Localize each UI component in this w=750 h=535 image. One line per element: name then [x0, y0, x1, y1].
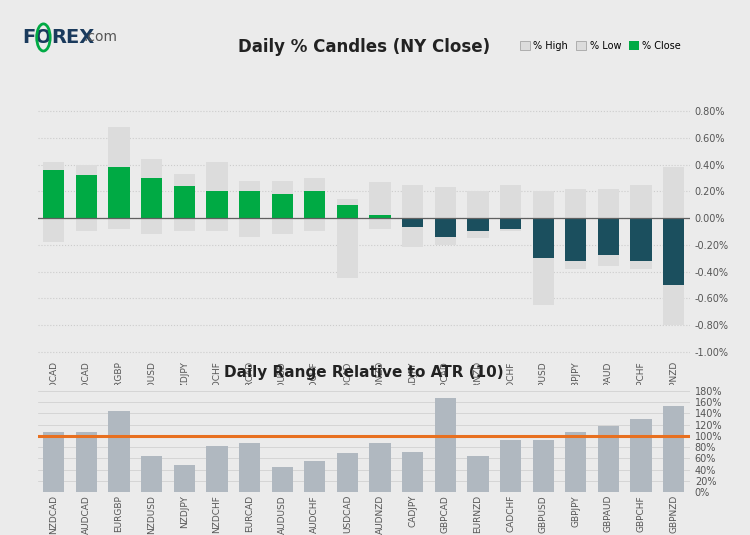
Bar [337, 204, 358, 218]
Bar [402, 185, 423, 218]
Bar [631, 419, 652, 492]
Bar [532, 440, 554, 492]
Bar [206, 191, 227, 218]
Bar [500, 218, 521, 231]
Bar [141, 218, 162, 234]
Bar [174, 174, 195, 218]
Bar [239, 181, 260, 218]
Bar [598, 188, 619, 218]
Bar [467, 191, 488, 218]
Bar [44, 170, 64, 218]
Bar [239, 191, 260, 218]
Bar [337, 199, 358, 218]
Bar [272, 218, 292, 234]
Bar [402, 218, 423, 247]
Bar [435, 218, 456, 244]
Bar [566, 218, 586, 269]
Text: F: F [22, 28, 36, 47]
Bar [44, 162, 64, 218]
Bar [109, 167, 130, 218]
Bar [174, 465, 195, 492]
Bar [141, 178, 162, 218]
Bar [304, 191, 326, 218]
Bar [174, 218, 195, 231]
Bar [76, 218, 97, 231]
Bar [272, 194, 292, 218]
Bar [500, 185, 521, 218]
Bar [239, 442, 260, 492]
Bar [337, 218, 358, 278]
Bar [663, 218, 684, 285]
Bar [174, 186, 195, 218]
Bar [402, 218, 423, 227]
Bar [272, 467, 292, 492]
Bar [304, 218, 326, 231]
Bar [598, 218, 619, 255]
Bar [76, 165, 97, 218]
Bar [76, 175, 97, 218]
Bar [370, 215, 391, 218]
Bar [304, 461, 326, 492]
Bar [206, 446, 227, 492]
Bar [435, 218, 456, 236]
Bar [467, 456, 488, 492]
Bar [370, 182, 391, 218]
Bar [663, 406, 684, 492]
Bar [631, 185, 652, 218]
Title: Daily Range Relative to ATR (10): Daily Range Relative to ATR (10) [224, 365, 503, 380]
Bar [206, 162, 227, 218]
Bar [532, 191, 554, 218]
Bar [663, 218, 684, 325]
Bar [370, 442, 391, 492]
Bar [109, 218, 130, 228]
Bar [402, 452, 423, 492]
Bar [500, 218, 521, 228]
Bar [435, 398, 456, 492]
Bar [109, 410, 130, 492]
Bar [304, 178, 326, 218]
Bar [370, 218, 391, 228]
Bar [663, 167, 684, 218]
Bar [467, 218, 488, 238]
Bar [141, 456, 162, 492]
Bar [566, 432, 586, 492]
Bar [141, 159, 162, 218]
Bar [337, 453, 358, 492]
Bar [76, 432, 97, 492]
Bar [44, 432, 64, 492]
Bar [109, 127, 130, 218]
Bar [467, 218, 488, 231]
Legend: % High, % Low, % Close: % High, % Low, % Close [516, 37, 686, 55]
Bar [239, 218, 260, 236]
Text: REX: REX [52, 28, 94, 47]
Text: .com: .com [84, 30, 118, 44]
Bar [500, 440, 521, 492]
Bar [44, 218, 64, 242]
Bar [631, 218, 652, 269]
Bar [532, 218, 554, 258]
Bar [532, 218, 554, 305]
Bar [566, 188, 586, 218]
Bar [272, 181, 292, 218]
Bar [206, 218, 227, 231]
Bar [566, 218, 586, 261]
Bar [631, 218, 652, 261]
Title: Daily % Candles (NY Close): Daily % Candles (NY Close) [238, 38, 490, 56]
Text: O: O [35, 28, 52, 47]
Bar [598, 218, 619, 266]
Bar [598, 426, 619, 492]
Bar [435, 187, 456, 218]
